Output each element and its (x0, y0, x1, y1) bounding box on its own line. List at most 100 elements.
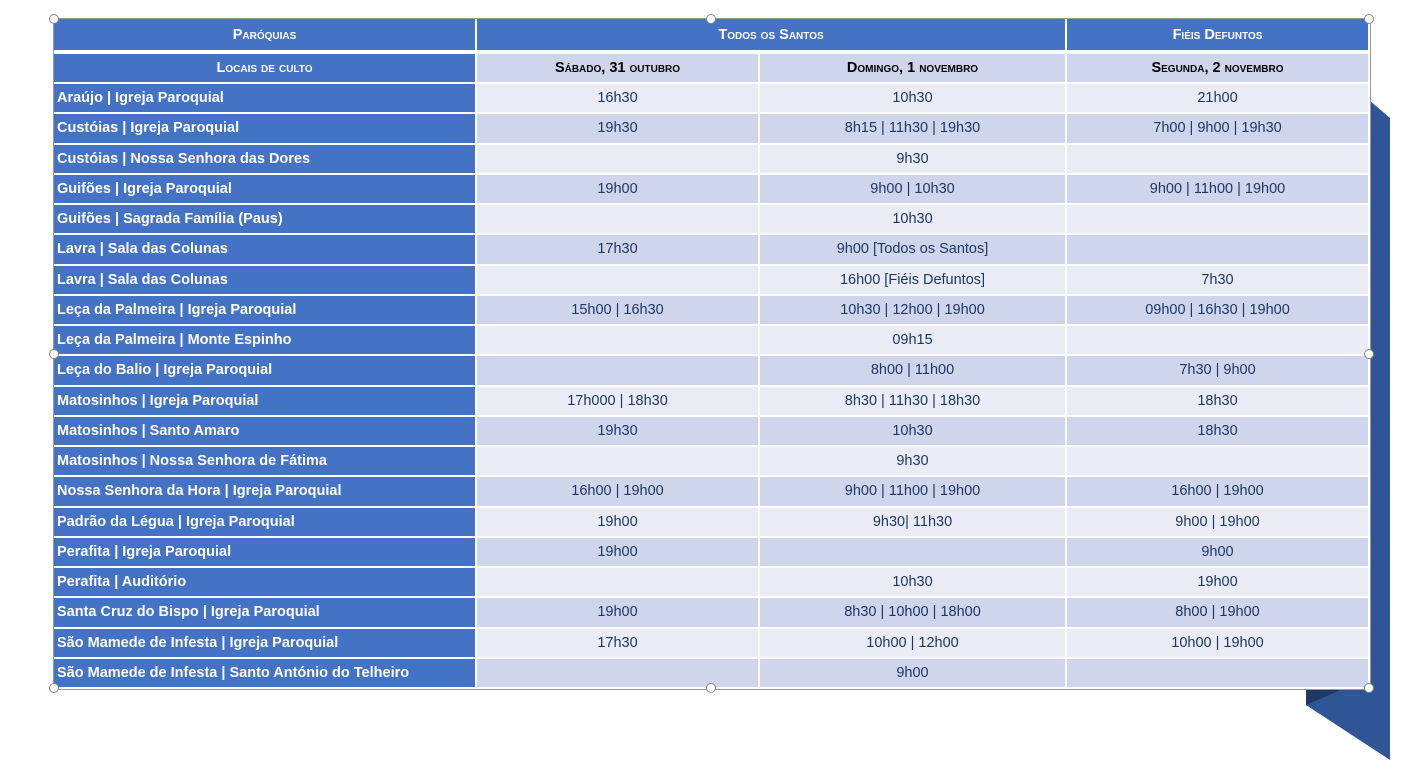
sunday-cell: 16h00 [Fiéis Defuntos] (759, 264, 1067, 296)
location-cell: Araújo | Igreja Paroquial (54, 83, 477, 115)
table-row: Matosinhos | Igreja Paroquial 17h000 | 18… (54, 385, 1370, 417)
table-row: Matosinhos | Nossa Senhora de Fátima 9h30 (54, 446, 1370, 478)
table-row: Perafita | Igreja Paroquial 19h00 9h00 (54, 536, 1370, 569)
saturday-cell (476, 567, 760, 599)
location-cell: Custóias | Nossa Senhora das Dores (54, 143, 477, 175)
header-parishes: Paróquias (54, 19, 477, 54)
monday-cell (1066, 325, 1370, 357)
resize-handle-left[interactable] (49, 349, 59, 359)
location-cell: Santa Cruz do Bispo | Igreja Paroquial (54, 597, 477, 629)
location-cell: Leça do Balio | Igreja Paroquial (54, 355, 477, 387)
sunday-cell: 8h30 | 10h00 | 18h00 (759, 597, 1067, 629)
location-cell: Lavra | Sala das Colunas (54, 264, 477, 296)
sunday-cell: 8h15 | 11h30 | 19h30 (759, 113, 1067, 145)
sunday-cell: 10h30 (759, 415, 1067, 448)
sunday-cell: 9h00 (759, 657, 1067, 690)
monday-cell: 7h00 | 9h00 | 19h30 (1066, 113, 1370, 145)
table-row: Araújo | Igreja Paroquial 16h30 10h30 21h00 (54, 83, 1370, 115)
location-cell: Guifões | Igreja Paroquial (54, 173, 477, 206)
saturday-cell (476, 264, 760, 296)
sunday-cell: 8h30 | 11h30 | 18h30 (759, 385, 1067, 417)
header-fieis-defuntos: Fiéis Defuntos (1066, 19, 1370, 54)
header-sabado: Sábado, 31 outubro (476, 52, 760, 84)
location-cell: São Mamede de Infesta | Igreja Paroquial (54, 627, 477, 659)
sunday-cell: 9h30 (759, 143, 1067, 175)
location-cell: Guifões | Sagrada Família (Paus) (54, 204, 477, 236)
monday-cell: 9h00 | 19h00 (1066, 506, 1370, 538)
table-row: Perafita | Auditório 10h30 19h00 (54, 567, 1370, 599)
resize-handle-bottom-right[interactable] (1364, 683, 1374, 693)
sunday-cell: 10h30 (759, 204, 1067, 236)
monday-cell: 16h00 | 19h00 (1066, 476, 1370, 508)
saturday-cell (476, 204, 760, 236)
location-cell: Nossa Senhora da Hora | Igreja Paroquial (54, 476, 477, 508)
monday-cell (1066, 143, 1370, 175)
saturday-cell: 19h00 (476, 597, 760, 629)
location-cell: Custóias | Igreja Paroquial (54, 113, 477, 145)
monday-cell: 21h00 (1066, 83, 1370, 115)
location-cell: Matosinhos | Igreja Paroquial (54, 385, 477, 417)
table-row: Custóias | Igreja Paroquial 19h30 8h15 | 1… (54, 113, 1370, 145)
monday-cell: 9h00 (1066, 536, 1370, 569)
resize-handle-top-right[interactable] (1364, 14, 1374, 24)
table-row: Lavra | Sala das Colunas 16h00 [Fiéis Def… (54, 264, 1370, 296)
monday-cell: 18h30 (1066, 415, 1370, 448)
header-todos-santos: Todos os Santos (476, 19, 1067, 54)
monday-cell: 8h00 | 19h00 (1066, 597, 1370, 629)
resize-handle-bottom[interactable] (706, 683, 716, 693)
resize-handle-bottom-left[interactable] (49, 683, 59, 693)
location-cell: Matosinhos | Santo Amaro (54, 415, 477, 448)
table-row: Lavra | Sala das Colunas 17h30 9h00 [Todos… (54, 234, 1370, 266)
sunday-cell: 9h00 | 10h30 (759, 173, 1067, 206)
saturday-cell: 16h30 (476, 83, 760, 115)
saturday-cell (476, 325, 760, 357)
saturday-cell: 19h30 (476, 415, 760, 448)
monday-cell: 19h00 (1066, 567, 1370, 599)
sunday-cell: 10h00 | 12h00 (759, 627, 1067, 659)
monday-cell (1066, 446, 1370, 478)
location-cell: Perafita | Auditório (54, 567, 477, 599)
monday-cell: 9h00 | 11h00 | 19h00 (1066, 173, 1370, 206)
monday-cell (1066, 204, 1370, 236)
resize-handle-right[interactable] (1364, 349, 1374, 359)
sunday-cell (759, 536, 1067, 569)
table-row: Matosinhos | Santo Amaro 19h30 10h30 18h30 (54, 415, 1370, 448)
sunday-cell: 10h30 (759, 567, 1067, 599)
monday-cell: 10h00 | 19h00 (1066, 627, 1370, 659)
saturday-cell: 17h000 | 18h30 (476, 385, 760, 417)
mass-schedule-table: Paróquias Todos os Santos Fiéis Defuntos… (53, 18, 1371, 690)
saturday-cell: 19h00 (476, 506, 760, 538)
sunday-cell: 9h00 [Todos os Santos] (759, 234, 1067, 266)
resize-handle-top[interactable] (706, 14, 716, 24)
saturday-cell: 19h00 (476, 173, 760, 206)
location-cell: Perafita | Igreja Paroquial (54, 536, 477, 569)
saturday-cell (476, 446, 760, 478)
sunday-cell: 8h00 | 11h00 (759, 355, 1067, 387)
saturday-cell: 19h00 (476, 536, 760, 569)
table-row: Santa Cruz do Bispo | Igreja Paroquial 19… (54, 597, 1370, 629)
table-row: São Mamede de Infesta | Santo António do… (54, 657, 1370, 690)
saturday-cell: 17h30 (476, 627, 760, 659)
sunday-cell: 9h30 (759, 446, 1067, 478)
resize-handle-top-left[interactable] (49, 14, 59, 24)
header-domingo: Domingo, 1 novembro (759, 52, 1067, 84)
monday-cell: 7h30 | 9h00 (1066, 355, 1370, 387)
saturday-cell (476, 355, 760, 387)
table-row: Leça do Balio | Igreja Paroquial 8h00 | 1… (54, 355, 1370, 387)
header-segunda: Segunda, 2 novembro (1066, 52, 1370, 84)
sunday-cell: 9h00 | 11h00 | 19h00 (759, 476, 1067, 508)
saturday-cell (476, 657, 760, 690)
sunday-cell: 9h30| 11h30 (759, 506, 1067, 538)
location-cell: Lavra | Sala das Colunas (54, 234, 477, 266)
table-row: Guifões | Igreja Paroquial 19h00 9h00 | 10… (54, 173, 1370, 206)
monday-cell (1066, 234, 1370, 266)
location-cell: São Mamede de Infesta | Santo António do… (54, 657, 477, 690)
table-row: Custóias | Nossa Senhora das Dores 9h30 (54, 143, 1370, 175)
sunday-cell: 09h15 (759, 325, 1067, 357)
sunday-cell: 10h30 | 12h00 | 19h00 (759, 294, 1067, 327)
location-cell: Leça da Palmeira | Monte Espinho (54, 325, 477, 357)
monday-cell: 09h00 | 16h30 | 19h00 (1066, 294, 1370, 327)
table-row: Guifões | Sagrada Família (Paus) 10h30 (54, 204, 1370, 236)
monday-cell: 18h30 (1066, 385, 1370, 417)
